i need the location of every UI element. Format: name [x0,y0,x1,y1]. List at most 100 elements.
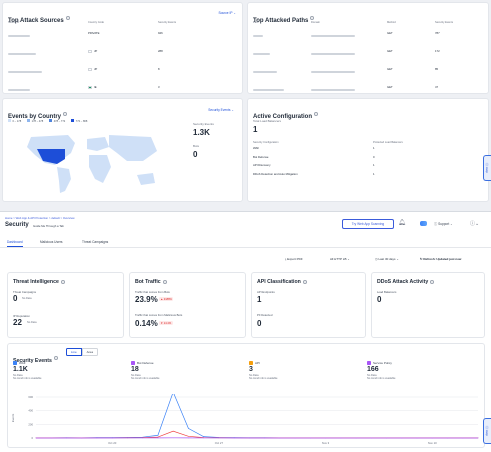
top-attacked-paths-card: Top Attacked Paths Path Domain Method Se… [247,2,489,145]
date-range-label: Last 30 days [378,257,396,261]
redacted-domain [311,53,355,55]
info-icon [63,111,68,116]
chevron-down-icon: ⌄ [231,108,234,112]
map-region-europe [87,137,109,151]
data-point [386,437,387,439]
redacted-cell [253,60,311,78]
table-header-row: Security Configuration Protected Load Ba… [253,141,481,144]
mode-line-button[interactable]: Line [66,348,82,356]
avatar[interactable] [420,221,427,226]
redacted-source-ip [8,53,36,55]
bot-traffic-title: Bot Traffic [135,279,161,285]
lb-filter-label: All HTTP LB [330,257,347,261]
redacted-cell [8,42,88,60]
chart-mode-toggle: Line Area [66,348,99,356]
series-trend: No trend info is available [13,377,42,381]
series-checkbox[interactable]: API [249,361,359,366]
table-row[interactable]: GET 85 [253,60,481,78]
help-side-tab[interactable]: Ⓘ Help [483,155,491,181]
table-row[interactable]: JP 288 [8,42,236,60]
top-attack-sources-card: Top Attack Sources Source IP ⌄ Source IP… [2,2,243,145]
legend-label: 178 – 478 [31,120,44,123]
redacted-source-ip [8,35,30,37]
date-range-select[interactable]: ◷ Last 30 days ⌄ [375,257,399,261]
col-security-config: Security Configuration [253,141,279,144]
redacted-path [253,71,277,73]
map-legend: 0 – 178 178 – 478 478 – 772 772 – 868 [8,119,87,123]
series-value: 3 [249,366,253,374]
series-name: Bot Defense [137,361,154,365]
support-menu[interactable]: ⓘ Support ⌄ [434,222,453,226]
data-point [142,437,144,439]
series-checkbox[interactable]: WAF [13,361,123,366]
legend-swatch [8,119,11,122]
data-point [111,437,113,439]
redacted-cell [311,42,387,60]
tab-malicious-users[interactable]: Malicious Users [40,240,63,244]
chevron-down-icon: ⌄ [396,257,399,261]
map-region-africa [89,155,111,183]
legend-swatch [71,119,75,122]
ddos-activity-card: DDoS Attack Activity Load Balancers 0 [371,272,485,338]
ip-reputation-value: 22 [13,318,22,327]
col-country: Country Code [88,21,105,24]
config-value: 0 [373,154,375,159]
series-stat[interactable]: Service Policy 166 No Data No trend info is… [367,361,477,391]
mode-area-button[interactable]: Area [81,348,99,356]
col-path: Path [253,21,259,24]
info-icon [314,111,319,116]
bell-icon[interactable]: 🔔︎ [398,220,406,226]
col-events: Security Events [435,21,454,24]
source-ip-select[interactable]: Source IP ⌄ [218,11,236,15]
data-point [279,437,281,439]
ddos-lb-label: Load Balancers [377,290,397,294]
redacted-source-ip [8,89,30,91]
breadcrumb[interactable]: Home > Web App & API Protection > defaul… [5,216,75,220]
table-row[interactable]: JP 8 [8,60,236,78]
table-row[interactable]: GET 787 [253,24,481,42]
series-trend: No trend info is available [367,377,396,381]
top-attack-sources-title: Top Attack Sources [8,18,64,24]
bot-traffic-badge: ▲ 2188% [159,297,174,301]
data-point [203,436,205,437]
table-row[interactable]: GET 47 [253,78,481,96]
info-icon [162,279,167,284]
tab-dashboard[interactable]: Dashboard [7,240,23,247]
data-point [233,437,235,439]
api-endpoints-label: API Endpoints [257,290,275,294]
help-side-tab[interactable]: Ⓘ Help [483,418,491,444]
redacted-cell [253,24,311,42]
tab-threat-campaigns[interactable]: Threat Campaigns [82,240,109,244]
series-checkbox[interactable]: Bot Defense [131,361,241,366]
total-lb-label: Total Load Balancers [253,119,282,123]
page-title: Security [5,222,29,228]
user-menu-icon[interactable]: ⓘ⌄ [470,221,480,227]
series-stat[interactable]: WAF 1.1K No Data No trend info is available [13,361,123,391]
data-point [370,437,372,439]
export-pdf-button[interactable]: ⤓ Export PDF [285,257,303,261]
table-row[interactable]: PRIVATE 946 [8,24,236,42]
data-point [188,435,189,437]
table-row[interactable]: GET 172 [253,42,481,60]
world-map[interactable] [13,127,163,197]
data-point [477,437,479,439]
x-tick-label: Nov 3 [322,441,330,445]
table-row[interactable]: IE 3 [8,78,236,96]
security-events-select[interactable]: Security Events ⌄ [208,108,234,112]
try-web-app-scanning-button[interactable]: Try Web App Scanning [342,219,394,229]
series-checkbox[interactable]: Service Policy [367,361,477,366]
security-events-stat-label: Security Events [193,122,214,126]
series-stat[interactable]: Bot Defense 18 No Data No trend info is ava… [131,361,241,391]
security-events-chart[interactable]: 600 400 200 0 Events Oct 20 Oct 27 Nov 3 Nov 10 [8,394,486,447]
table-header-row: Source IP Country Code Security Events [8,21,236,24]
lb-filter-select[interactable]: All HTTP LB ⌄ [330,257,350,261]
series-value: 18 [131,366,139,374]
table-row: API Discovery 1 [253,161,481,170]
series-stat[interactable]: API 3 No Data No trend info is available [249,361,359,391]
chevron-down-icon: ⌄ [233,11,236,15]
guide-me-link[interactable]: Guide Me Through a Tab [33,224,64,228]
bot-traffic-card: Bot Traffic Traffic that comes from Bots… [129,272,246,338]
refresh-button[interactable]: ↻ Refresh: Updated just now [420,257,461,261]
flag-icon [88,67,92,71]
checkbox-icon [367,361,371,366]
